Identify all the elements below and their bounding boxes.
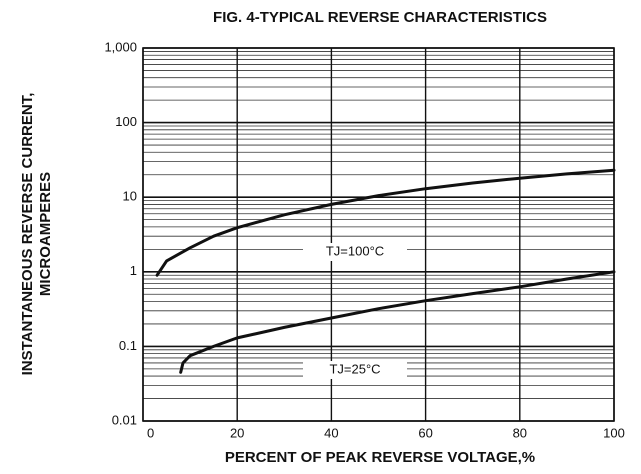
x-tick-label: 60 <box>418 425 432 440</box>
y-tick-label: 10 <box>123 189 137 204</box>
x-tick-label: 0 <box>147 425 154 440</box>
x-tick-label: 40 <box>324 425 338 440</box>
y-tick-label: 100 <box>115 114 137 129</box>
y-axis-label: INSTANTANEOUS REVERSE CURRENT, <box>19 93 36 376</box>
curve <box>179 270 616 374</box>
chart-title: FIG. 4-TYPICAL REVERSE CHARACTERISTICS <box>213 9 547 26</box>
x-tick-label: 100 <box>603 425 625 440</box>
curve-label: TJ=25°C <box>329 361 380 376</box>
x-axis-label: PERCENT OF PEAK REVERSE VOLTAGE,% <box>225 449 535 466</box>
y-tick-label: 0.1 <box>119 338 137 353</box>
y-tick-label: 1 <box>130 263 137 278</box>
y-tick-label: 1,000 <box>104 39 137 54</box>
label-box <box>303 243 407 261</box>
label-box <box>303 361 407 379</box>
y-axis-label: MICROAMPERES <box>37 172 54 296</box>
y-tick-label: 0.01 <box>112 412 137 427</box>
curve <box>155 168 616 277</box>
x-tick-label: 80 <box>513 425 527 440</box>
x-tick-label: 20 <box>230 425 244 440</box>
curve-label: TJ=100°C <box>326 243 384 258</box>
plot-frame <box>142 47 615 422</box>
